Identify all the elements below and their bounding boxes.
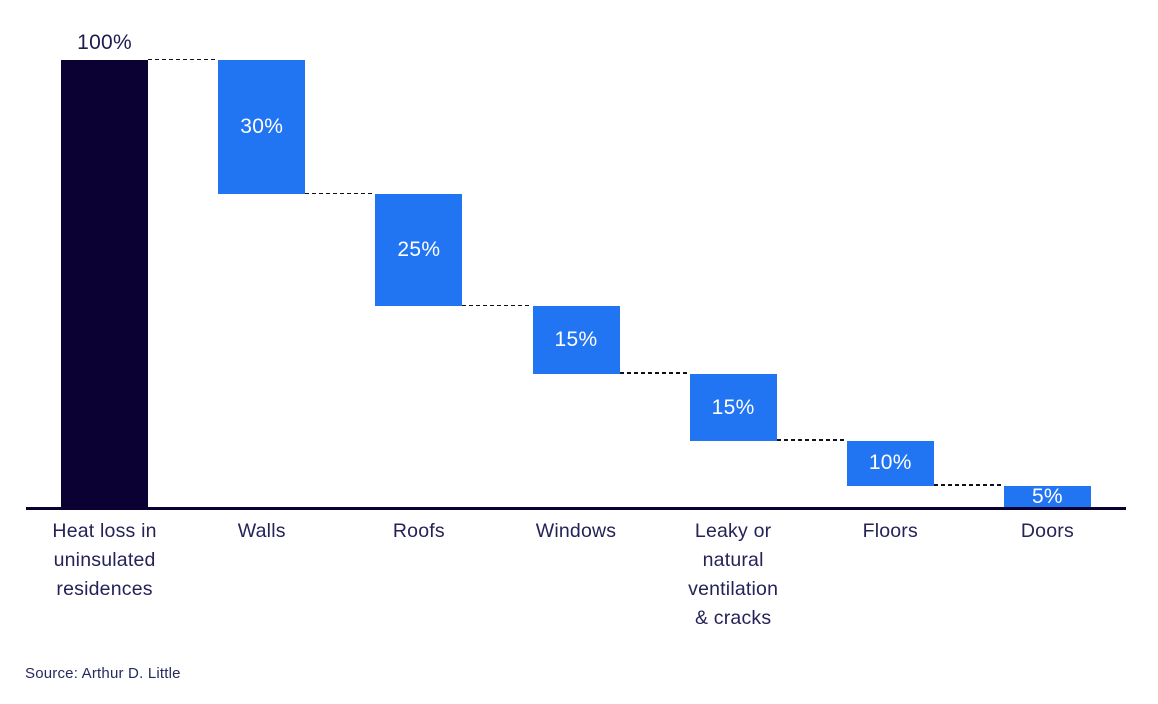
connector-line xyxy=(776,439,847,441)
value-label-floors: 10% xyxy=(868,450,912,474)
connector-line xyxy=(305,192,376,195)
bar-leaky-or xyxy=(689,373,777,441)
value-label-windows: 15% xyxy=(554,328,598,352)
connector-line xyxy=(619,372,690,374)
bar-doors xyxy=(1003,485,1091,508)
x-tick-label-leaky-or: Leaky or natural ventilation & cracks xyxy=(688,520,779,629)
connector-line xyxy=(148,58,219,60)
x-tick-label-walls: Walls xyxy=(237,520,286,542)
value-label-walls: 30% xyxy=(240,115,284,138)
source-note: Source: Arthur D. Little xyxy=(25,665,181,682)
connector-line xyxy=(462,304,533,307)
bar-roofs xyxy=(375,194,463,307)
bar-windows xyxy=(532,306,620,374)
value-label-heat-loss-in: 100% xyxy=(77,31,133,54)
connector-line xyxy=(933,484,1004,486)
bar-heat-loss-in xyxy=(61,60,149,508)
x-axis-line xyxy=(26,507,1126,510)
value-label-roofs: 25% xyxy=(397,238,441,262)
x-tick-label-roofs: Roofs xyxy=(392,520,445,542)
x-tick-label-heat-loss-in: Heat loss in uninsulated residences xyxy=(52,520,157,600)
value-label-doors: 5% xyxy=(1031,484,1063,508)
bar-floors xyxy=(846,440,934,486)
x-tick-label-windows: Windows xyxy=(535,520,617,542)
bar-walls xyxy=(218,60,306,195)
x-tick-label-floors: Floors xyxy=(862,520,918,542)
x-tick-label-doors: Doors xyxy=(1020,520,1074,542)
value-label-leaky-or: 15% xyxy=(711,395,755,419)
